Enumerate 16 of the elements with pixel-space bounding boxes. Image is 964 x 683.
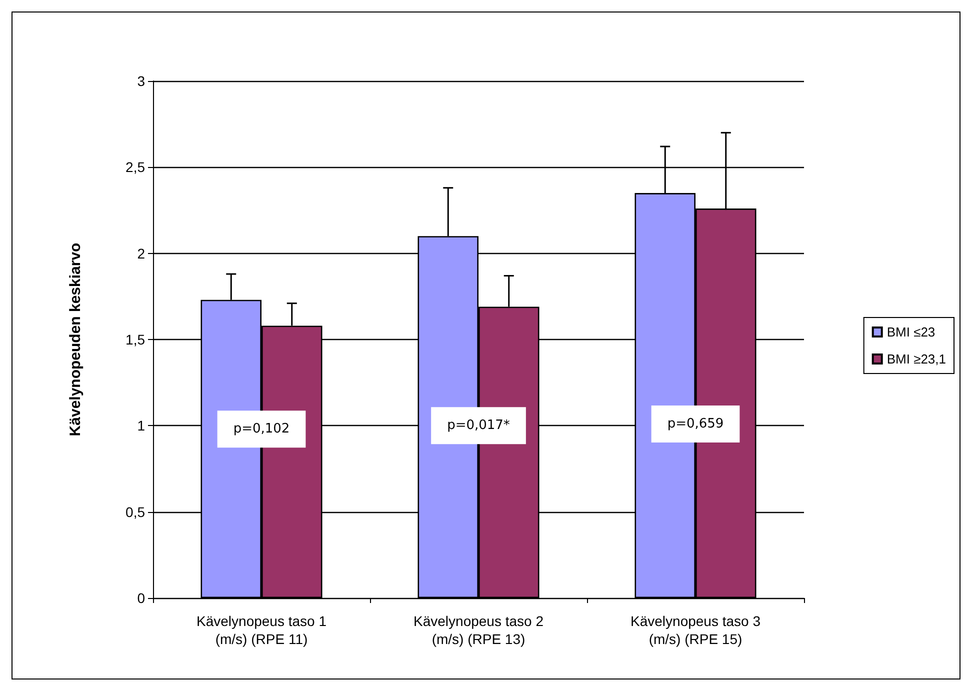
y-tick-label: 2,5 — [126, 159, 146, 176]
x-tick-label: Kävelynopeus taso 1 (m/s) (RPE 11) — [196, 613, 327, 647]
annotation: p=0,102 — [233, 422, 290, 437]
y-tick-label: 0,5 — [126, 504, 146, 520]
y-tick-label: 0 — [137, 590, 146, 606]
y-tick-label: 1 — [137, 418, 146, 434]
legend-label: BMI ≤23 — [886, 324, 936, 340]
x-tick-label: Kävelynopeus taso 3 (m/s) (RPE 15) — [630, 613, 761, 647]
y-tick-label: 3 — [137, 73, 146, 89]
y-axis-title: Kävelynopeuden keskiarvo — [67, 242, 84, 436]
annotation: p=0,659 — [667, 416, 724, 432]
y-tick-label: 2 — [137, 245, 146, 262]
y-tick-label: 1,5 — [126, 332, 146, 348]
x-tick-label: Kävelynopeus taso 2 (m/s) (RPE 13) — [414, 613, 544, 647]
annotation: p=0,017* — [447, 418, 510, 434]
legend-label: BMI ≥23,1 — [886, 352, 946, 366]
